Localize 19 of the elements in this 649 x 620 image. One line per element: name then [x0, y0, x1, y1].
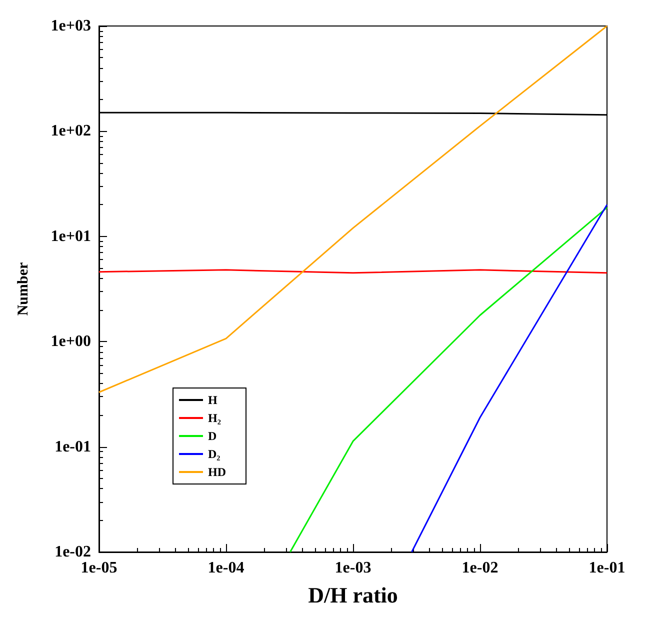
line-series — [98, 25, 608, 393]
legend-label: D₂ — [208, 447, 221, 461]
y-tick-label: 1e+02 — [50, 122, 91, 140]
legend-label: D — [208, 429, 217, 443]
legend-label: H — [208, 393, 218, 407]
y-tick-label: 1e-01 — [54, 438, 91, 456]
legend-label: HD — [208, 465, 226, 479]
y-tick-label: 1e-02 — [54, 544, 91, 560]
x-tick-label: 1e-01 — [588, 560, 626, 576]
x-tick-label: 1e-04 — [208, 560, 244, 576]
y-tick-label: 1e+01 — [50, 228, 91, 245]
x-axis-title: D/H ratio — [308, 582, 398, 608]
x-tick-label: 1e-02 — [462, 560, 498, 576]
legend-label: H₂ — [208, 411, 222, 425]
x-tick-label: 1e-05 — [80, 560, 118, 576]
y-tick-label: 1e+03 — [50, 18, 91, 34]
x-tick-label: 1e-03 — [334, 560, 372, 576]
y-tick-label: 1e+00 — [50, 333, 91, 350]
y-axis-title: Number — [16, 262, 32, 316]
